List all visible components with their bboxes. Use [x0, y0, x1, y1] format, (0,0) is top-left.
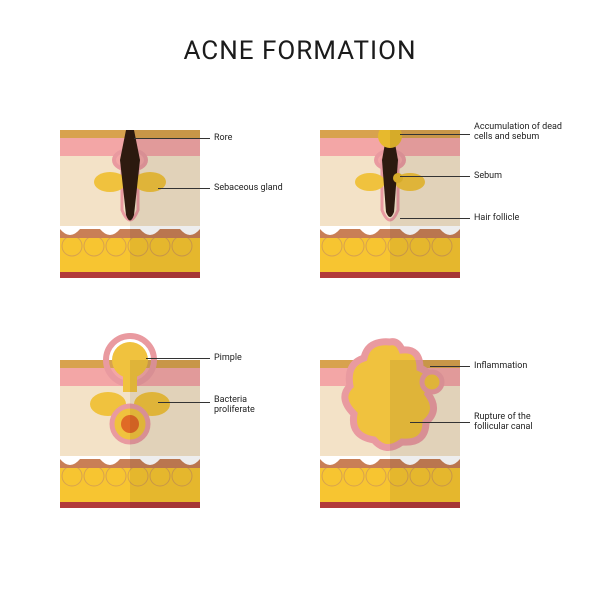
lead-accum: [400, 134, 470, 135]
label-sebum: Sebum: [474, 171, 502, 181]
lead-inflam: [430, 366, 470, 367]
label-sebaceous-gland: Sebaceous gland: [214, 183, 283, 193]
lead-gland: [158, 188, 210, 189]
layer-baseline: [320, 502, 460, 508]
lead-rupture: [410, 422, 470, 423]
skin-block: [320, 360, 460, 510]
stage-clog: Accumulation of dead cells and sebum Seb…: [320, 110, 460, 300]
page-title: ACNE FORMATION: [0, 36, 600, 66]
stage-normal: Rore Sebaceous gland: [60, 110, 200, 300]
skin-block: [60, 130, 200, 280]
label-bacteria: Bacteria proliferate: [214, 395, 284, 416]
lead-bacteria: [158, 402, 210, 403]
follicle-art: [320, 130, 460, 280]
label-rore: Rore: [214, 133, 232, 143]
lead-pimple: [146, 358, 210, 359]
label-rupture: Rupture of the follicular canal: [474, 412, 554, 433]
label-inflammation: Inflammation: [474, 361, 527, 371]
lead-rore: [134, 138, 210, 139]
label-accumulation: Accumulation of dead cells and sebum: [474, 122, 564, 143]
label-hair-follicle: Hair follicle: [474, 213, 519, 223]
follicle-art: [60, 130, 200, 280]
skin-block: [320, 130, 460, 280]
skin-block: [60, 360, 200, 510]
label-pimple: Pimple: [214, 353, 242, 363]
pimple-art: [60, 340, 200, 490]
stage-rupture: Inflammation Rupture of the follicular c…: [320, 340, 460, 530]
stage-grid: Rore Sebaceous gland: [60, 110, 560, 550]
layer-baseline: [60, 502, 200, 508]
stage-pimple: Pimple Bacteria proliferate: [60, 340, 200, 530]
lead-sebum: [400, 176, 470, 177]
lead-follicle: [400, 218, 470, 219]
rupture-art: [320, 336, 460, 496]
